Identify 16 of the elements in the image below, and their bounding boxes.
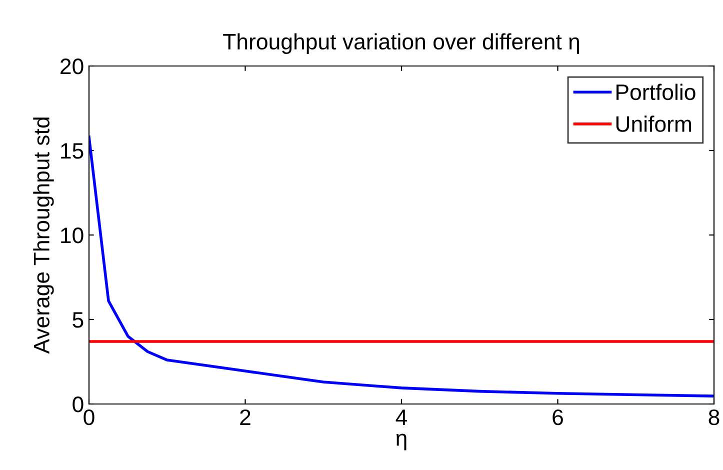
legend-label: Portfolio xyxy=(616,84,696,100)
y-tick-label: 20 xyxy=(60,58,84,74)
y-axis-title: Average Throughput std xyxy=(33,118,54,354)
x-tick-label: 4 xyxy=(396,410,408,425)
line-series xyxy=(89,136,714,398)
y-tick-label: 10 xyxy=(61,228,84,244)
x-tick-label: 2 xyxy=(240,409,250,425)
y-tick-label: 0 xyxy=(72,396,84,412)
x-tick-label: 8 xyxy=(708,409,720,426)
y-tick-label: 15 xyxy=(61,143,84,159)
x-tick-label: 0 xyxy=(84,409,94,426)
x-tick-label: 6 xyxy=(552,409,563,426)
chart-title: Throughput variation over different η xyxy=(223,33,579,54)
y-tick-label: 5 xyxy=(72,312,84,328)
x-axis-title: η xyxy=(396,434,406,450)
legend-label: Uniform xyxy=(616,116,692,132)
